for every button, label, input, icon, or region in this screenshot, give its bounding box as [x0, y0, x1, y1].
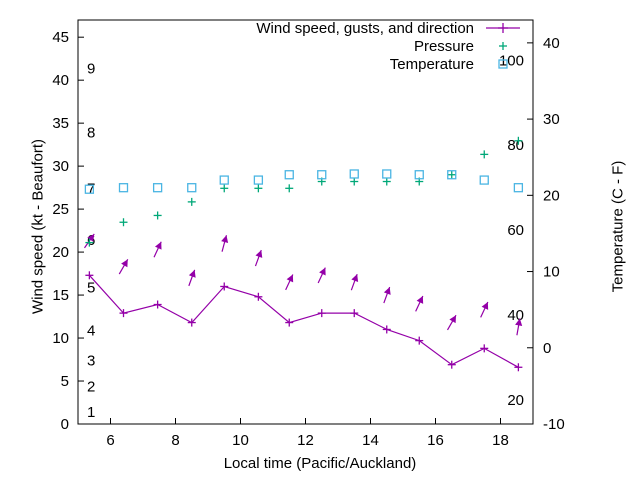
y2-tick-label: 30: [543, 111, 560, 128]
square-marker: [187, 183, 197, 193]
square-marker: [513, 183, 524, 193]
chart-legend: Wind speed, gusts, and directionPressure…: [256, 20, 520, 73]
x-axis-title: Local time (Pacific/Auckland): [223, 455, 417, 472]
data-series: [84, 136, 524, 372]
square-marker: [219, 175, 229, 185]
y2-axis-title: Temperature (C - F): [609, 160, 627, 293]
x-tick-label: 10: [232, 432, 249, 449]
arrow-head: [121, 259, 128, 268]
y2-axis-ticks: -10 0 10 20 30 40: [527, 35, 565, 433]
fahrenheit-label: 20: [507, 392, 524, 409]
beaufort-label: 1: [87, 404, 95, 421]
y-tick-label: 15: [52, 287, 69, 304]
inner-scale-labels: 1 2 3 4 5 6 7 8 9 20 40 60 80 100: [87, 53, 524, 421]
temperature-markers: [84, 169, 524, 194]
beaufort-label: 3: [87, 353, 95, 370]
x-tick-label: 8: [171, 432, 179, 449]
beaufort-label: 6: [87, 232, 95, 249]
beaufort-label: 8: [87, 125, 95, 142]
y-tick-label: 25: [52, 201, 69, 218]
legend-label-1: Wind speed, gusts, and direction: [256, 20, 474, 37]
beaufort-label: 7: [87, 181, 95, 198]
square-marker: [118, 183, 129, 193]
x-tick-label: 18: [492, 432, 509, 449]
arrow-head: [221, 235, 229, 243]
beaufort-label: 2: [87, 378, 95, 395]
legend-square: [498, 59, 508, 69]
x-tick-label: 16: [427, 432, 444, 449]
arrow-head: [87, 233, 95, 242]
y2-tick-label: -10: [543, 416, 565, 433]
x-tick-label: 12: [297, 432, 314, 449]
x-tick-label: 14: [362, 432, 379, 449]
y2-tick-label: 20: [543, 187, 560, 204]
y-tick-label: 0: [61, 416, 69, 433]
y2-tick-label: 10: [543, 264, 560, 281]
y-tick-label: 45: [52, 29, 69, 46]
arrow-head: [383, 287, 391, 295]
arrow-head: [515, 318, 523, 327]
x-axis-ticks: 6 8 10 12 14 16 18: [106, 418, 509, 449]
arrow-head: [481, 301, 489, 310]
arrow-head: [319, 267, 326, 276]
x-tick-label: 6: [106, 432, 114, 449]
square-marker: [152, 183, 163, 193]
arrow-head: [286, 274, 294, 283]
beaufort-label: 9: [87, 60, 95, 77]
arrow-head: [416, 295, 424, 304]
y-tick-label: 5: [61, 373, 69, 390]
y-tick-label: 35: [52, 115, 69, 132]
square-marker: [414, 170, 424, 180]
fahrenheit-label: 100: [499, 53, 524, 70]
wind-speed-line: [88, 274, 519, 368]
plot-frame: [77, 19, 534, 425]
y-axis-ticks: 0 5 10 15 20 25 30 35 40 45: [52, 29, 84, 433]
y-tick-label: 10: [52, 330, 69, 347]
arrow-head: [188, 269, 196, 278]
square-marker: [447, 170, 457, 180]
y-tick-label: 30: [52, 158, 69, 175]
legend-label-3: Temperature: [390, 56, 474, 73]
fahrenheit-label: 40: [507, 307, 524, 324]
arrow-head: [154, 241, 162, 250]
y-tick-label: 40: [52, 72, 69, 89]
square-marker: [349, 169, 359, 179]
y-tick-label: 20: [52, 244, 69, 261]
fahrenheit-label: 80: [507, 137, 524, 154]
arrow-head: [351, 274, 359, 282]
wind-direction-arrows: [84, 233, 523, 336]
fahrenheit-label: 60: [507, 222, 524, 239]
legend-label-2: Pressure: [414, 38, 474, 55]
beaufort-label: 4: [87, 322, 95, 339]
square-marker: [84, 184, 95, 194]
square-marker: [317, 170, 327, 180]
y-axis-title: Wind speed (kt - Beaufort): [29, 138, 47, 315]
arrow-head: [255, 250, 263, 258]
beaufort-label: 5: [87, 279, 95, 296]
y2-tick-label: 0: [543, 340, 551, 357]
arrow-head: [449, 315, 456, 324]
pressure-markers: [85, 136, 523, 247]
square-marker: [382, 169, 392, 179]
plot-border: [77, 19, 534, 425]
square-marker: [284, 170, 294, 180]
square-marker: [253, 175, 264, 185]
square-marker: [479, 175, 489, 185]
y2-tick-label: 40: [543, 35, 560, 52]
